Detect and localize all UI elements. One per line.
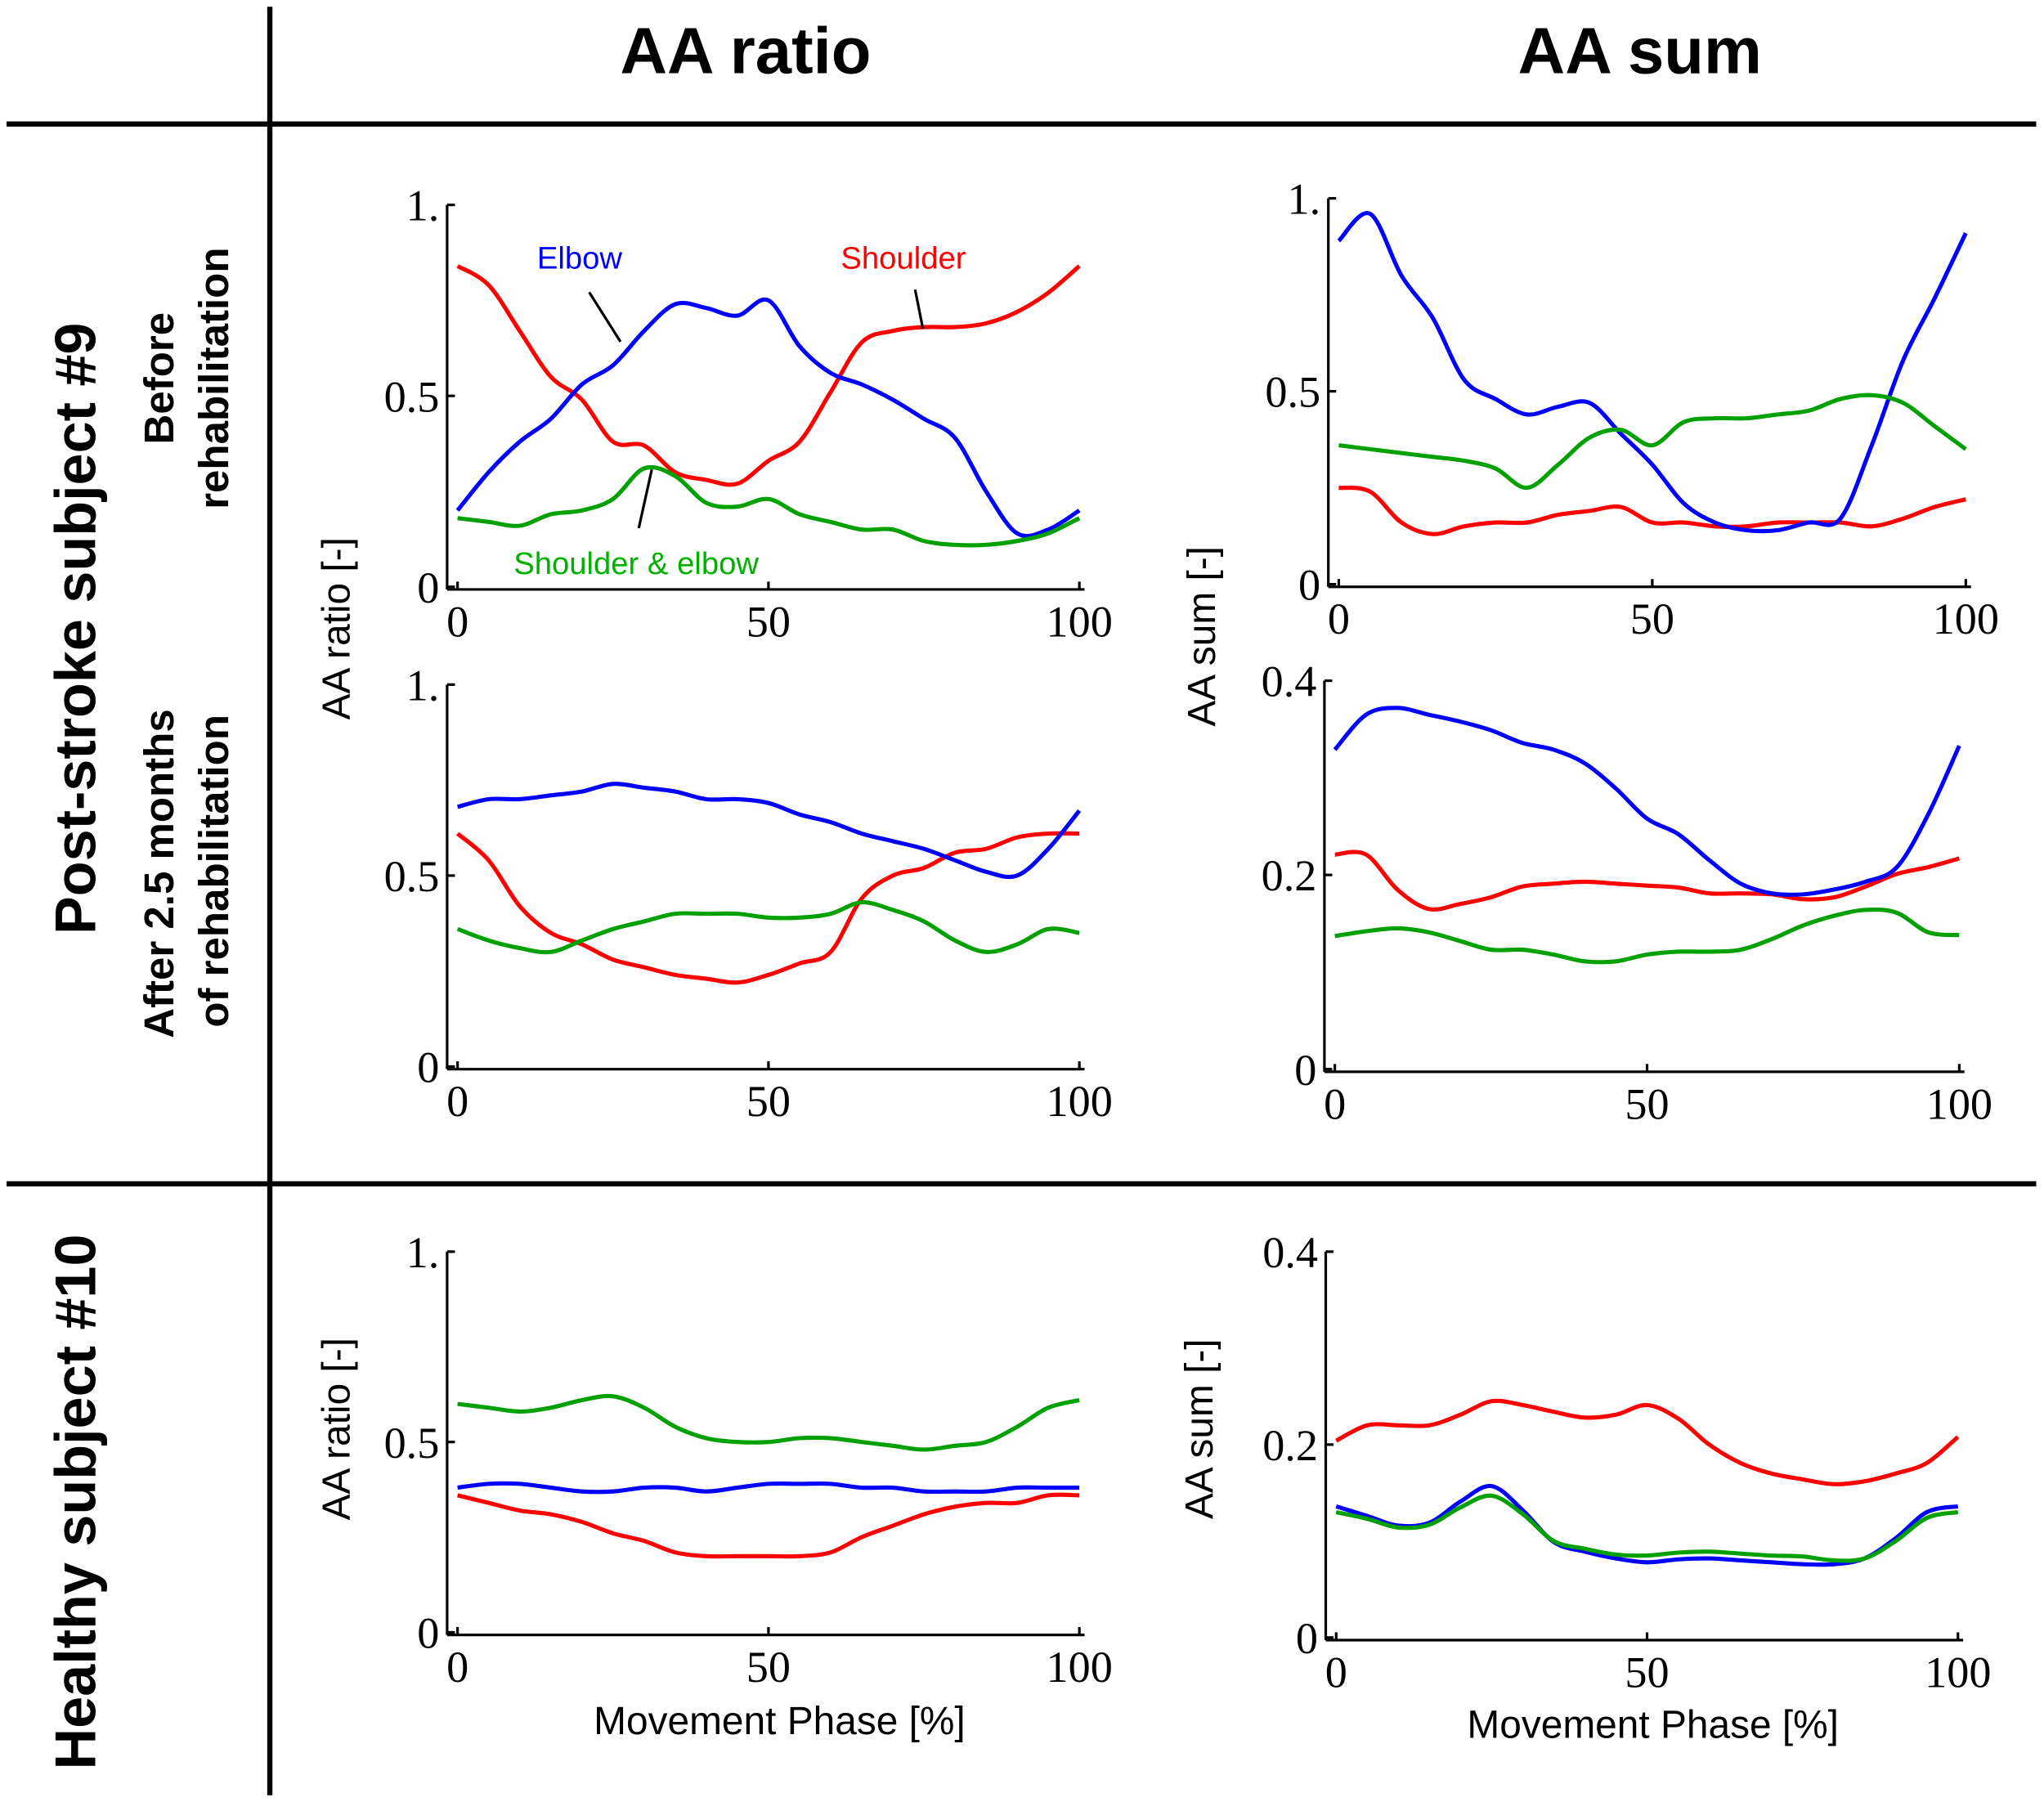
annotation-elbow-leader (588, 291, 622, 343)
column-header-aa-ratio: AA ratio (620, 15, 871, 87)
annotation-shoulder-elbow-leader (637, 468, 653, 529)
row-label-healthy: Healthy subject #10 (43, 1235, 107, 1770)
y-tick-label: 0 (1298, 561, 1320, 610)
series-line-elbow (1337, 211, 1968, 534)
x-tick-label: 100 (1047, 1077, 1113, 1126)
annotation-shoulder-leader (913, 289, 925, 329)
y-tick-label: 0.2 (1262, 1421, 1318, 1470)
series-line-shoulder (1335, 1398, 1960, 1486)
panel-1: 0 0.5 1. 0 50 100 (384, 182, 1113, 647)
x-tick-label: 100 (1047, 597, 1113, 646)
x-tick-label: 0 (446, 597, 468, 646)
x-tick-label: 100 (1926, 1079, 1992, 1128)
y-tick-label: 0 (1294, 1046, 1316, 1095)
x-tick-label: 100 (1933, 594, 1999, 643)
y-tick-label: 0.4 (1262, 657, 1317, 706)
x-tick-label: 100 (1047, 1643, 1113, 1692)
series-line-elbow (456, 782, 1082, 880)
row-sublabel-after-1: After 2.5 months (136, 709, 182, 1038)
y-tick-label: 0 (1296, 1614, 1318, 1663)
row-sublabel-before-2: rehabilitation (191, 248, 237, 509)
annotation-shoulder-elbow: Shoulder & elbow (513, 546, 759, 581)
y-axis-label-sum-bottom: AA sum [-] (1178, 1338, 1221, 1519)
x-tick-label: 50 (1625, 1647, 1669, 1697)
series-line-shoulder-elbow (457, 1393, 1080, 1452)
series-line-elbow (1333, 706, 1961, 897)
series-line-shoulder-elbow (457, 464, 1081, 548)
y-tick-label: 1. (406, 661, 440, 710)
y-tick-label: 0 (417, 1043, 439, 1092)
x-tick-label: 50 (746, 597, 791, 646)
y-tick-label: 0.5 (1265, 368, 1320, 417)
x-tick-label: 100 (1925, 1647, 1991, 1697)
y-axis-label-ratio-bottom: AA ratio [-] (315, 1338, 358, 1520)
y-tick-label: 1. (1287, 175, 1320, 224)
y-tick-label: 1. (406, 182, 440, 231)
x-tick-label: 0 (446, 1077, 468, 1126)
x-tick-label: 0 (1324, 1079, 1346, 1128)
series-line-shoulder-elbow (1334, 907, 1960, 965)
x-tick-label: 50 (746, 1643, 791, 1692)
row-sublabel-after-2: of rehabilitation (191, 715, 237, 1028)
y-axis-label-ratio-top: AA ratio [-] (315, 537, 358, 719)
series-line-shoulder (1334, 849, 1961, 912)
annotation-shoulder: Shoulder (840, 241, 966, 276)
series-line-shoulder (457, 1492, 1080, 1559)
annotation-elbow: Elbow (537, 241, 623, 276)
row-label-post-stroke: Post-stroke subject #9 (43, 323, 107, 935)
x-axis-label-ratio: Movement Phase [%] (594, 1700, 966, 1743)
panel-5: 0 0.5 1. 0 50 100 (384, 1228, 1113, 1692)
x-axis-label-sum: Movement Phase [%] (1467, 1704, 1839, 1747)
y-tick-label: 0.5 (384, 852, 440, 901)
panel-4: 0 0.2 0.4 0 50 100 (1262, 657, 1992, 1129)
panel-6: 0 0.2 0.4 0 50 100 (1262, 1228, 1991, 1697)
column-header-aa-sum: AA sum (1518, 15, 1762, 87)
y-axis-label-sum-top: AA sum [-] (1181, 546, 1224, 727)
y-tick-label: 0.5 (384, 372, 440, 421)
x-tick-label: 50 (1625, 1079, 1669, 1128)
panel-3: 0 0.5 1. 0 50 100 (384, 661, 1113, 1126)
x-tick-label: 0 (1328, 594, 1350, 643)
series-line-elbow (457, 1481, 1080, 1495)
series-line-shoulder (456, 264, 1081, 487)
x-tick-label: 50 (746, 1077, 791, 1126)
y-tick-label: 1. (406, 1228, 440, 1277)
series-line-elbow (455, 297, 1081, 539)
series-line-shoulder (455, 831, 1080, 985)
series-line-shoulder-elbow (1338, 392, 1967, 491)
x-tick-label: 0 (1325, 1647, 1347, 1697)
y-tick-label: 0.4 (1262, 1228, 1318, 1277)
row-sublabel-before-1: Before (136, 312, 182, 445)
y-tick-label: 0.2 (1262, 851, 1317, 900)
series-line-shoulder (1338, 486, 1966, 536)
x-tick-label: 50 (1630, 594, 1674, 643)
panel-2: 0 0.5 1. 0 50 100 (1265, 175, 1999, 643)
y-tick-label: 0 (417, 1609, 439, 1658)
series-line-shoulder-elbow (456, 900, 1080, 955)
y-tick-label: 0 (417, 563, 439, 612)
series-line-shoulder-elbow (1335, 1493, 1959, 1563)
y-tick-label: 0.5 (384, 1419, 440, 1468)
x-tick-label: 0 (446, 1643, 468, 1692)
